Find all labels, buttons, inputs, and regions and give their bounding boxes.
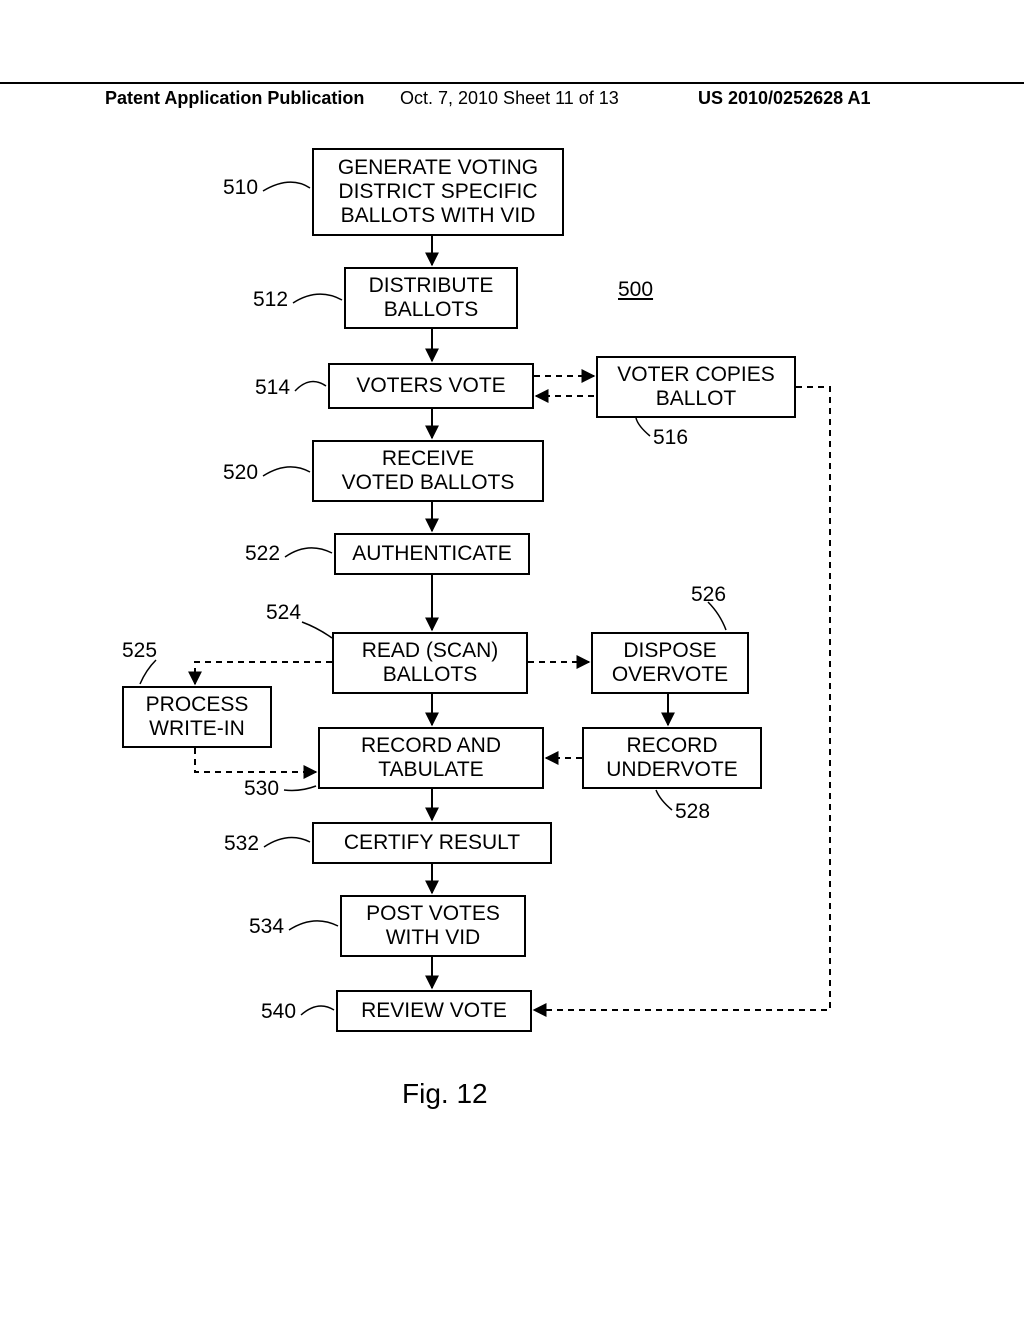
node-528: RECORDUNDERVOTE	[582, 727, 762, 789]
node-522: AUTHENTICATE	[334, 533, 530, 575]
header-left: Patent Application Publication	[105, 88, 364, 109]
node-540-text: REVIEW VOTE	[361, 999, 507, 1023]
label-516: 516	[653, 426, 688, 450]
node-514-text: VOTERS VOTE	[356, 374, 505, 398]
label-540: 540	[261, 1000, 296, 1024]
node-514: VOTERS VOTE	[328, 363, 534, 409]
node-530: RECORD ANDTABULATE	[318, 727, 544, 789]
diagram-ref: 500	[618, 278, 653, 302]
node-525-text: PROCESSWRITE-IN	[146, 693, 249, 741]
node-512-text: DISTRIBUTEBALLOTS	[369, 274, 494, 322]
node-530-text: RECORD ANDTABULATE	[361, 734, 501, 782]
label-510: 510	[223, 176, 258, 200]
page: Patent Application Publication Oct. 7, 2…	[0, 0, 1024, 1320]
node-532-text: CERTIFY RESULT	[344, 831, 520, 855]
label-514: 514	[255, 376, 290, 400]
node-525: PROCESSWRITE-IN	[122, 686, 272, 748]
label-520: 520	[223, 461, 258, 485]
node-528-text: RECORDUNDERVOTE	[606, 734, 737, 782]
label-512: 512	[253, 288, 288, 312]
node-510-text: GENERATE VOTINGDISTRICT SPECIFICBALLOTS …	[338, 156, 538, 228]
label-525: 525	[122, 639, 157, 663]
node-520: RECEIVEVOTED BALLOTS	[312, 440, 544, 502]
node-524-text: READ (SCAN)BALLOTS	[362, 639, 499, 687]
node-540: REVIEW VOTE	[336, 990, 532, 1032]
figure-label: Fig. 12	[402, 1078, 488, 1110]
node-524: READ (SCAN)BALLOTS	[332, 632, 528, 694]
header-right: US 2010/0252628 A1	[698, 88, 870, 109]
label-534: 534	[249, 915, 284, 939]
node-516: VOTER COPIESBALLOT	[596, 356, 796, 418]
node-526: DISPOSEOVERVOTE	[591, 632, 749, 694]
node-516-text: VOTER COPIESBALLOT	[617, 363, 775, 411]
label-532: 532	[224, 832, 259, 856]
header-center: Oct. 7, 2010 Sheet 11 of 13	[400, 88, 619, 109]
node-534-text: POST VOTESWITH VID	[366, 902, 500, 950]
header-rule	[0, 82, 1024, 84]
node-512: DISTRIBUTEBALLOTS	[344, 267, 518, 329]
node-532: CERTIFY RESULT	[312, 822, 552, 864]
label-530: 530	[244, 777, 279, 801]
label-522: 522	[245, 542, 280, 566]
label-524: 524	[266, 601, 301, 625]
node-510: GENERATE VOTINGDISTRICT SPECIFICBALLOTS …	[312, 148, 564, 236]
label-526: 526	[691, 583, 726, 607]
node-520-text: RECEIVEVOTED BALLOTS	[342, 447, 515, 495]
node-534: POST VOTESWITH VID	[340, 895, 526, 957]
node-522-text: AUTHENTICATE	[352, 542, 511, 566]
label-528: 528	[675, 800, 710, 824]
node-526-text: DISPOSEOVERVOTE	[612, 639, 728, 687]
